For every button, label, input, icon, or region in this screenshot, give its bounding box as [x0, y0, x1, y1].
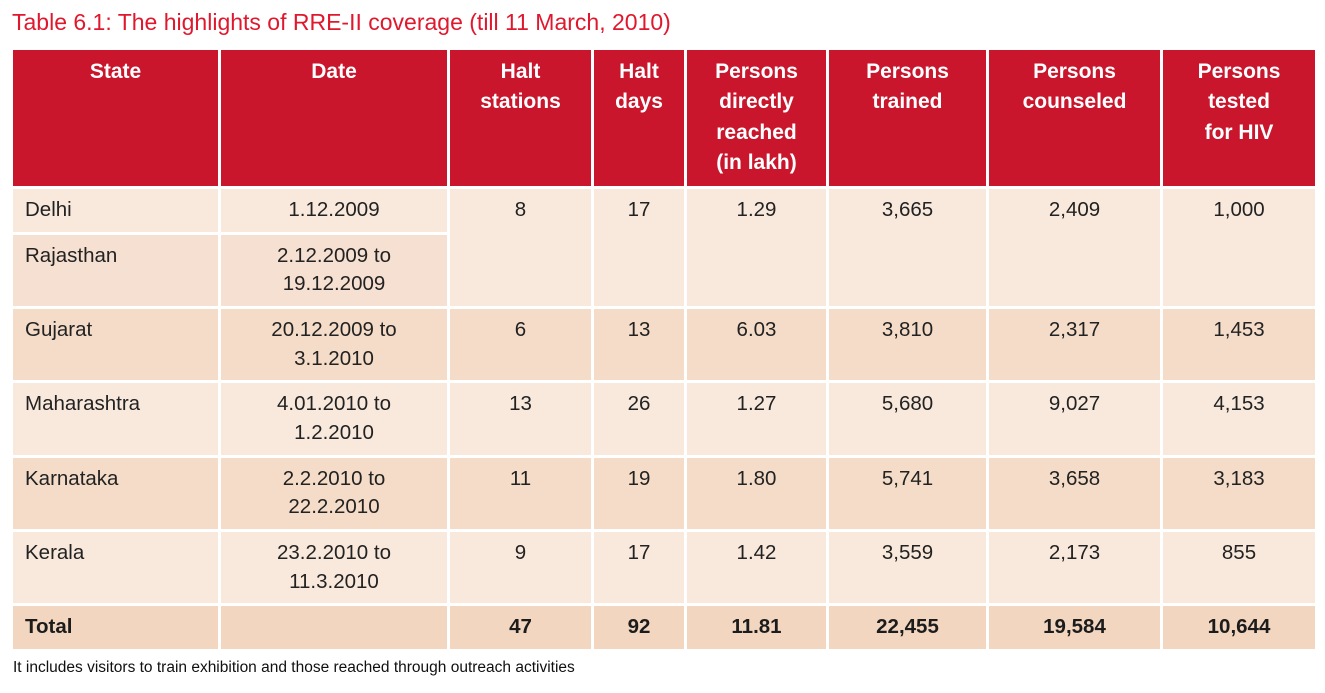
halt-days-cell: 26: [591, 380, 687, 458]
persons-counseled-cell: 2,409: [986, 185, 1163, 309]
halt-days-cell: 13: [591, 305, 687, 384]
date-cell: 1.12.2009: [218, 185, 450, 235]
state-cell: Delhi: [10, 185, 221, 235]
total-label-cell: Total: [10, 603, 221, 653]
persons-reached-cell: 1.29: [684, 185, 829, 309]
table-row-delhi: Delhi 1.12.2009 8 17 1.29 3,665 2,409 1,…: [10, 185, 1318, 309]
persons-trained-cell: 3,665: [826, 185, 989, 309]
header-persons-reached: Persons directly reached (in lakh): [684, 46, 829, 189]
persons-tested-cell: 3,183: [1160, 454, 1318, 533]
table-footnote: It includes visitors to train exhibition…: [13, 659, 575, 677]
header-persons-counseled: Persons counseled: [986, 46, 1163, 189]
persons-tested-cell: 1,453: [1160, 305, 1318, 384]
halt-days-cell: 17: [591, 185, 687, 309]
header-persons-tested: Persons tested for HIV: [1160, 46, 1318, 189]
halt-stations-cell: 11: [447, 454, 594, 533]
table-row-gujarat: Gujarat 20.12.2009 to 3.1.2010 6 13 6.03…: [10, 305, 1318, 384]
total-persons-reached-cell: 11.81: [684, 603, 829, 653]
persons-reached-cell: 1.27: [684, 380, 829, 458]
persons-counseled-cell: 9,027: [986, 380, 1163, 458]
persons-counseled-cell: 2,317: [986, 305, 1163, 384]
header-halt-stations: Halt stations: [447, 46, 594, 189]
date-cell: 23.2.2010 to 11.3.2010: [218, 529, 450, 607]
persons-tested-cell: 855: [1160, 529, 1318, 607]
persons-trained-cell: 5,741: [826, 454, 989, 533]
header-row: State Date Halt stations Halt days Perso…: [10, 46, 1318, 189]
table-row-rajasthan: Rajasthan 2.12.2009 to 19.12.2009: [10, 231, 1317, 309]
persons-tested-cell: 4,153: [1160, 380, 1318, 458]
persons-reached-cell: 6.03: [684, 305, 829, 384]
header-state: State: [10, 46, 221, 189]
persons-reached-cell: 1.80: [684, 454, 829, 533]
total-persons-trained-cell: 22,455: [826, 603, 989, 653]
header-halt-days: Halt days: [591, 46, 687, 189]
halt-stations-cell: 9: [447, 529, 594, 607]
date-cell: 2.2.2010 to 22.2.2010: [218, 454, 450, 533]
date-cell: 20.12.2009 to 3.1.2010: [218, 305, 450, 384]
halt-days-cell: 19: [591, 454, 687, 533]
state-cell: Rajasthan: [10, 231, 221, 309]
total-halt-stations-cell: 47: [447, 603, 594, 653]
state-cell: Gujarat: [10, 305, 221, 384]
coverage-table: State Date Halt stations Halt days Perso…: [10, 46, 1318, 653]
table-title: Table 6.1: The highlights of RRE-II cove…: [12, 9, 671, 35]
persons-counseled-cell: 2,173: [986, 529, 1163, 607]
header-persons-trained: Persons trained: [826, 46, 989, 189]
state-cell: Maharashtra: [10, 380, 221, 458]
total-persons-tested-cell: 10,644: [1160, 603, 1318, 653]
total-persons-counseled-cell: 19,584: [986, 603, 1163, 653]
halt-stations-cell: 8: [447, 185, 594, 309]
state-cell: Karnataka: [10, 454, 221, 533]
persons-trained-cell: 5,680: [826, 380, 989, 458]
table-row-kerala: Kerala 23.2.2010 to 11.3.2010 9 17 1.42 …: [10, 529, 1318, 607]
persons-tested-cell: 1,000: [1160, 185, 1318, 309]
date-cell: 2.12.2009 to 19.12.2009: [218, 231, 450, 309]
table-row-total: Total 47 92 11.81 22,455 19,584 10,644: [10, 603, 1318, 653]
persons-reached-cell: 1.42: [684, 529, 829, 607]
persons-trained-cell: 3,810: [826, 305, 989, 384]
persons-trained-cell: 3,559: [826, 529, 989, 607]
halt-stations-cell: 6: [447, 305, 594, 384]
halt-stations-cell: 13: [447, 380, 594, 458]
date-cell: 4.01.2010 to 1.2.2010: [218, 380, 450, 458]
halt-days-cell: 17: [591, 529, 687, 607]
persons-counseled-cell: 3,658: [986, 454, 1163, 533]
state-cell: Kerala: [10, 529, 221, 607]
table-row-karnataka: Karnataka 2.2.2010 to 22.2.2010 11 19 1.…: [10, 454, 1318, 533]
header-date: Date: [218, 46, 450, 189]
total-halt-days-cell: 92: [591, 603, 687, 653]
table-row-maharashtra: Maharashtra 4.01.2010 to 1.2.2010 13 26 …: [10, 380, 1318, 458]
total-date-cell: [218, 603, 450, 653]
